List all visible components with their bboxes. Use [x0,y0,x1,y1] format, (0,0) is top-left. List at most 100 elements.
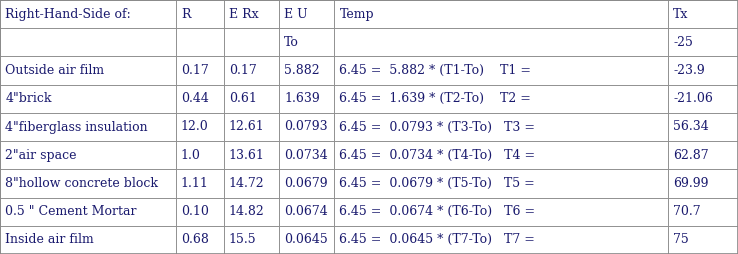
Text: 5.882: 5.882 [284,64,320,77]
Text: 0.10: 0.10 [181,205,209,218]
Text: Outside air film: Outside air film [5,64,104,77]
Text: -25: -25 [673,36,693,49]
Text: 0.17: 0.17 [181,64,209,77]
Bar [279,28,334,56]
Bar [224,85,279,113]
Text: 15.5: 15.5 [229,233,256,246]
Text: 0.0734: 0.0734 [284,149,328,162]
Bar [224,198,279,226]
Bar [176,169,224,198]
Text: 1.0: 1.0 [181,149,201,162]
Bar [334,113,668,141]
Bar [668,56,738,85]
Bar [668,113,738,141]
Bar [668,198,738,226]
Text: 0.0645: 0.0645 [284,233,328,246]
Text: -21.06: -21.06 [673,92,713,105]
Bar [176,85,224,113]
Bar [0,85,176,113]
Bar [224,226,279,254]
Bar [0,169,176,198]
Text: Tx: Tx [673,8,689,21]
Text: 0.61: 0.61 [229,92,257,105]
Bar [0,113,176,141]
Bar [668,141,738,169]
Text: 1.639: 1.639 [284,92,320,105]
Bar [334,85,668,113]
Bar [668,28,738,56]
Text: 13.61: 13.61 [229,149,265,162]
Text: 6.45 =  0.0679 * (T5-To)   T5 =: 6.45 = 0.0679 * (T5-To) T5 = [339,177,535,190]
Text: 0.68: 0.68 [181,233,209,246]
Bar [224,169,279,198]
Bar [0,28,176,56]
Text: 6.45 =  0.0793 * (T3-To)   T3 =: 6.45 = 0.0793 * (T3-To) T3 = [339,120,536,134]
Text: 12.0: 12.0 [181,120,209,134]
Bar [0,56,176,85]
Text: 70.7: 70.7 [673,205,700,218]
Bar [279,141,334,169]
Text: R: R [181,8,190,21]
Text: E U: E U [284,8,308,21]
Text: 0.17: 0.17 [229,64,257,77]
Bar [279,56,334,85]
Text: Temp: Temp [339,8,374,21]
Bar [334,169,668,198]
Bar [668,169,738,198]
Bar [279,0,334,28]
Bar [334,226,668,254]
Text: 0.0674: 0.0674 [284,205,328,218]
Bar [668,85,738,113]
Bar [176,198,224,226]
Bar [334,141,668,169]
Text: 75: 75 [673,233,689,246]
Bar [668,0,738,28]
Text: 14.72: 14.72 [229,177,264,190]
Text: -23.9: -23.9 [673,64,705,77]
Bar [224,113,279,141]
Bar [334,198,668,226]
Text: 0.44: 0.44 [181,92,209,105]
Bar [224,0,279,28]
Bar [176,113,224,141]
Bar [334,28,668,56]
Text: 12.61: 12.61 [229,120,264,134]
Bar [176,56,224,85]
Text: 62.87: 62.87 [673,149,708,162]
Text: 8"hollow concrete block: 8"hollow concrete block [5,177,158,190]
Bar [176,226,224,254]
Text: Right-Hand-Side of:: Right-Hand-Side of: [5,8,131,21]
Bar [279,85,334,113]
Text: 4"brick: 4"brick [5,92,52,105]
Text: 0.0793: 0.0793 [284,120,328,134]
Bar [334,0,668,28]
Text: 4"fiberglass insulation: 4"fiberglass insulation [5,120,148,134]
Bar [176,141,224,169]
Bar [0,141,176,169]
Text: 0.0679: 0.0679 [284,177,328,190]
Text: 6.45 =  1.639 * (T2-To)    T2 =: 6.45 = 1.639 * (T2-To) T2 = [339,92,531,105]
Bar [279,113,334,141]
Bar [0,0,176,28]
Bar [224,56,279,85]
Text: Inside air film: Inside air film [5,233,94,246]
Bar [279,169,334,198]
Bar [176,0,224,28]
Text: 14.82: 14.82 [229,205,264,218]
Text: 69.99: 69.99 [673,177,708,190]
Bar [279,198,334,226]
Text: 56.34: 56.34 [673,120,708,134]
Text: To: To [284,36,299,49]
Bar [224,141,279,169]
Bar [0,198,176,226]
Text: 6.45 =  0.0674 * (T6-To)   T6 =: 6.45 = 0.0674 * (T6-To) T6 = [339,205,536,218]
Text: E Rx: E Rx [229,8,258,21]
Bar [176,28,224,56]
Bar [279,226,334,254]
Text: 6.45 =  5.882 * (T1-To)    T1 =: 6.45 = 5.882 * (T1-To) T1 = [339,64,531,77]
Bar [0,226,176,254]
Bar [668,226,738,254]
Text: 6.45 =  0.0734 * (T4-To)   T4 =: 6.45 = 0.0734 * (T4-To) T4 = [339,149,536,162]
Bar [334,56,668,85]
Text: 1.11: 1.11 [181,177,209,190]
